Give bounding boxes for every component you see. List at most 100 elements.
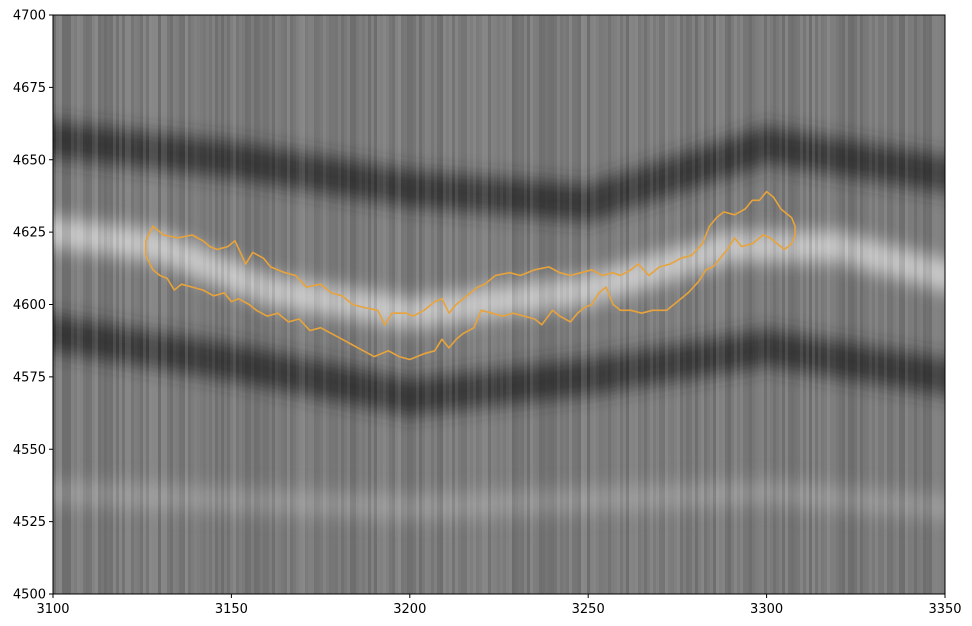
trace-stripe [665, 15, 668, 594]
trace-stripe [137, 15, 140, 594]
trace-stripe [794, 15, 797, 594]
trace-stripe [146, 15, 149, 594]
y-tick-label: 4650 [13, 153, 46, 168]
trace-stripe [119, 15, 122, 594]
trace-stripe [293, 15, 296, 594]
trace-stripe [740, 15, 743, 594]
trace-stripe [818, 15, 821, 594]
trace-stripe [218, 15, 221, 594]
trace-stripe [899, 15, 902, 594]
trace-stripe [698, 15, 701, 594]
trace-stripe [323, 15, 326, 594]
trace-stripe [338, 15, 341, 594]
trace-stripe [215, 15, 218, 594]
trace-stripe [233, 15, 236, 594]
trace-stripe [569, 15, 572, 594]
trace-stripe [281, 15, 284, 594]
trace-stripe [266, 15, 269, 594]
x-tick-label: 3200 [393, 602, 426, 617]
y-tick-label: 4625 [13, 226, 46, 241]
trace-stripe [227, 15, 230, 594]
trace-stripe [428, 15, 431, 594]
trace-stripe [548, 15, 551, 594]
trace-stripe [371, 15, 374, 594]
trace-stripe [416, 15, 419, 594]
trace-stripe [890, 15, 893, 594]
trace-stripe [644, 15, 647, 594]
trace-stripe [83, 15, 86, 594]
trace-stripe [752, 15, 755, 594]
trace-stripe [875, 15, 878, 594]
trace-stripe [284, 15, 287, 594]
trace-stripe [662, 15, 665, 594]
trace-stripe [494, 15, 497, 594]
trace-stripe [92, 15, 95, 594]
trace-stripe [557, 15, 560, 594]
trace-stripe [842, 15, 845, 594]
trace-stripe [758, 15, 761, 594]
trace-stripe [422, 15, 425, 594]
trace-stripe [533, 15, 536, 594]
x-tick-label: 3150 [215, 602, 248, 617]
trace-stripe [182, 15, 185, 594]
trace-stripe [713, 15, 716, 594]
x-tick-label: 3250 [572, 602, 605, 617]
band-dark-0 [53, 121, 945, 222]
trace-stripe [608, 15, 611, 594]
trace-stripe [749, 15, 752, 594]
trace-stripe [479, 15, 482, 594]
trace-stripe [503, 15, 506, 594]
trace-stripe [920, 15, 923, 594]
trace-stripe [53, 15, 56, 594]
trace-stripe [692, 15, 695, 594]
trace-stripe [647, 15, 650, 594]
contour-line [145, 190, 796, 361]
trace-stripe [329, 15, 332, 594]
trace-stripe [797, 15, 800, 594]
trace-stripe [845, 15, 848, 594]
trace-stripe [458, 15, 461, 594]
trace-stripe [425, 15, 428, 594]
trace-stripe [113, 15, 116, 594]
trace-stripe [833, 15, 836, 594]
trace-stripe [116, 15, 119, 594]
trace-stripe [437, 15, 440, 594]
trace-stripe [128, 15, 131, 594]
trace-stripe [419, 15, 422, 594]
trace-stripe [620, 15, 623, 594]
trace-stripe [836, 15, 839, 594]
trace-stripe [884, 15, 887, 594]
trace-stripe [638, 15, 641, 594]
trace-stripe [566, 15, 569, 594]
trace-stripe [167, 15, 170, 594]
trace-stripe [911, 15, 914, 594]
trace-stripe [491, 15, 494, 594]
trace-stripe [164, 15, 167, 594]
trace-stripe [140, 15, 143, 594]
trace-stripe [668, 15, 671, 594]
trace-stripe [923, 15, 926, 594]
trace-stripe [395, 15, 398, 594]
trace-stripe [926, 15, 929, 594]
trace-stripe [809, 15, 812, 594]
trace-stripe [311, 15, 314, 594]
y-axis: 4500 4525 4550 4575 4600 4625 4650 4675 4700 [13, 9, 53, 603]
y-tick-label: 4575 [13, 370, 46, 385]
trace-stripe [482, 15, 485, 594]
band-bright-1 [53, 216, 945, 329]
trace-stripe [68, 15, 71, 594]
heatmap-bands [53, 121, 945, 520]
trace-stripe [263, 15, 266, 594]
trace-stripe [524, 15, 527, 594]
trace-stripe [398, 15, 401, 594]
trace-stripe [260, 15, 263, 594]
trace-stripe [734, 15, 737, 594]
trace-stripe [161, 15, 164, 594]
trace-stripe [236, 15, 239, 594]
x-tick-label: 3350 [928, 602, 961, 617]
trace-stripe [62, 15, 65, 594]
trace-stripe [767, 15, 770, 594]
trace-stripe [563, 15, 566, 594]
trace-stripe [530, 15, 533, 594]
trace-stripe [389, 15, 392, 594]
